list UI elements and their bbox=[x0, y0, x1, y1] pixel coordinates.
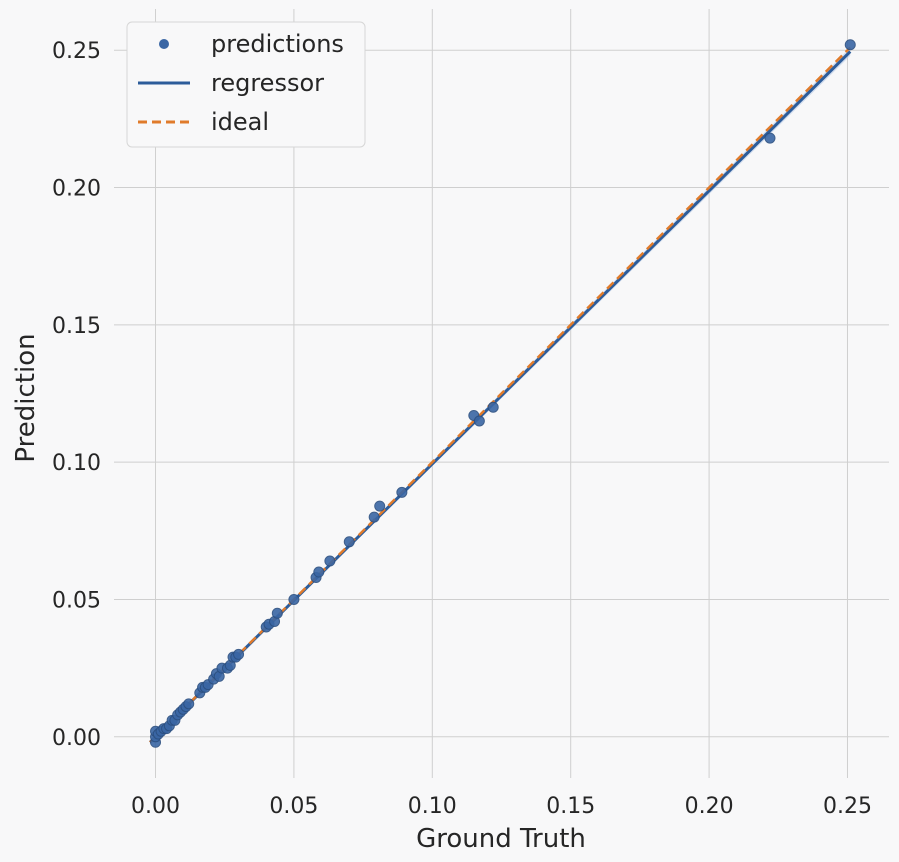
legend-label-ideal: ideal bbox=[211, 108, 269, 136]
x-tick-label: 0.00 bbox=[131, 794, 180, 819]
x-tick-label: 0.25 bbox=[823, 794, 872, 819]
data-point bbox=[764, 132, 776, 144]
y-tick-label: 0.10 bbox=[52, 451, 101, 476]
x-axis-label: Ground Truth bbox=[416, 824, 586, 854]
legend-label-regressor: regressor bbox=[211, 69, 324, 97]
data-point bbox=[233, 648, 245, 660]
legend-marker-predictions bbox=[159, 39, 169, 49]
tick-labels: 0.00 0.05 0.10 0.15 0.20 0.25 0.00 0.05 0.10 0.15… bbox=[52, 39, 872, 819]
legend-label-predictions: predictions bbox=[211, 30, 344, 58]
data-point bbox=[473, 415, 485, 427]
x-tick-label: 0.20 bbox=[685, 794, 734, 819]
ideal-line bbox=[149, 46, 852, 744]
data-point bbox=[183, 698, 195, 710]
grid-lines bbox=[114, 9, 889, 778]
x-tick-label: 0.05 bbox=[269, 794, 318, 819]
x-tick-label: 0.10 bbox=[408, 794, 457, 819]
prediction-points bbox=[150, 39, 856, 748]
data-point bbox=[313, 566, 325, 578]
y-tick-label: 0.25 bbox=[52, 39, 101, 64]
data-point bbox=[271, 607, 283, 619]
y-tick-label: 0.20 bbox=[52, 177, 101, 202]
x-tick-label: 0.15 bbox=[546, 794, 595, 819]
legend: predictions regressor ideal bbox=[126, 21, 366, 148]
data-point bbox=[288, 593, 300, 605]
data-point bbox=[343, 536, 355, 548]
data-point bbox=[844, 39, 856, 51]
data-point bbox=[374, 500, 386, 512]
y-tick-label: 0.05 bbox=[52, 588, 101, 613]
y-tick-label: 0.00 bbox=[52, 726, 101, 751]
legend-box bbox=[126, 21, 366, 148]
data-point bbox=[396, 486, 408, 498]
y-tick-label: 0.15 bbox=[52, 314, 101, 339]
data-point bbox=[368, 511, 380, 523]
data-point bbox=[324, 555, 336, 567]
y-axis-label: Prediction bbox=[11, 333, 41, 462]
data-point bbox=[487, 401, 499, 413]
